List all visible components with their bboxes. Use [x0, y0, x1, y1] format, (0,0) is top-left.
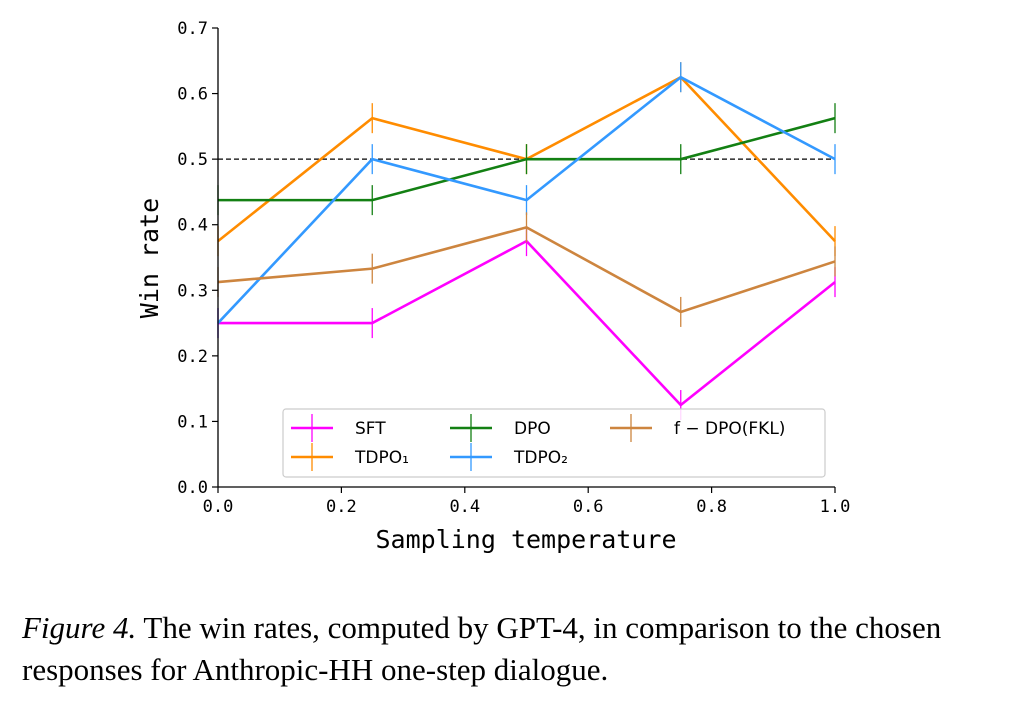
x-tick-label: 0.2: [326, 497, 357, 517]
y-tick-label: 0.1: [177, 412, 208, 432]
x-tick-label: 0.0: [203, 497, 234, 517]
caption-label: Figure 4.: [22, 610, 137, 645]
x-tick-label: 1.0: [820, 497, 851, 517]
plot-area: 0.0 0.2 0.4 0.6 0.8 1.0 0.0 0.1 0.2 0.3 0.4 0.5 0.6 0…: [177, 19, 850, 517]
y-tick-label: 0.0: [177, 478, 208, 498]
x-tick-label: 0.8: [696, 497, 727, 517]
win-rate-chart: 0.0 0.2 0.4 0.6 0.8 1.0 0.0 0.1 0.2 0.3 0.4 0.5 0.6 0…: [135, 19, 850, 554]
y-tick-label: 0.2: [177, 347, 208, 367]
legend-label: SFT: [355, 419, 386, 439]
y-tick-label: 0.5: [177, 150, 208, 170]
legend-label: TDPO₁: [354, 448, 409, 468]
x-tick-label: 0.6: [573, 497, 604, 517]
legend-box: [282, 408, 826, 478]
caption-text: The win rates, computed by GPT-4, in com…: [22, 610, 942, 687]
series-line-0: [218, 239, 836, 407]
figure-caption: Figure 4. The win rates, computed by GPT…: [22, 607, 1022, 691]
legend: SFT TDPO₁ DPO TDPO₂ f − DPO(FKL): [282, 408, 826, 478]
y-axis-label: Win rate: [135, 198, 164, 318]
y-tick-label: 0.3: [177, 281, 208, 301]
legend-label: DPO: [514, 419, 551, 439]
y-tick-label: 0.4: [177, 216, 208, 236]
y-tick-label: 0.6: [177, 85, 208, 105]
x-axis-label: Sampling temperature: [375, 525, 676, 554]
legend-label: TDPO₂: [513, 448, 568, 468]
legend-label: f − DPO(FKL): [674, 419, 785, 439]
y-tick-label: 0.7: [177, 19, 208, 39]
x-tick-label: 0.4: [449, 497, 480, 517]
